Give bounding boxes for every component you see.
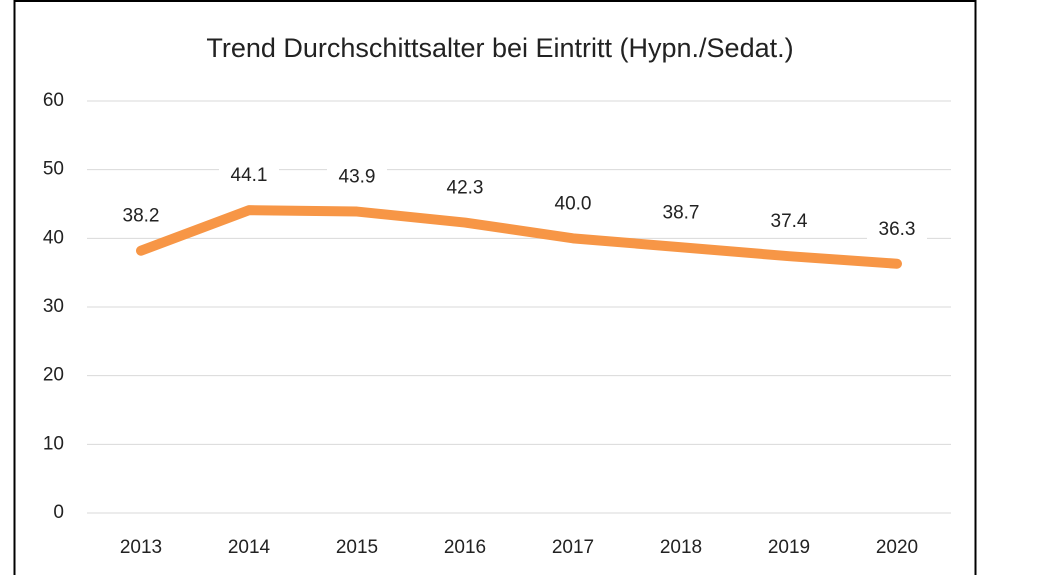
data-label-background (111, 202, 171, 231)
data-label: 44.1 (231, 165, 268, 186)
data-label: 42.3 (447, 178, 484, 199)
data-label: 38.2 (123, 206, 160, 227)
y-tick-label: 50 (43, 159, 64, 180)
x-tick-label: 2020 (876, 537, 918, 558)
data-label-background (543, 190, 603, 219)
data-label-background (327, 163, 387, 192)
y-tick-label: 60 (43, 90, 64, 111)
x-tick-label: 2018 (660, 537, 702, 558)
y-tick-label: 40 (43, 227, 64, 248)
data-label: 37.4 (771, 211, 808, 232)
x-tick-label: 2017 (552, 537, 594, 558)
data-label-background (759, 208, 819, 237)
data-label: 43.9 (339, 167, 376, 188)
y-tick-label: 10 (43, 433, 64, 454)
y-tick-label: 0 (53, 502, 64, 523)
data-label-background (867, 215, 927, 244)
x-tick-label: 2013 (120, 537, 162, 558)
x-tick-label: 2015 (336, 537, 378, 558)
x-tick-label: 2019 (768, 537, 810, 558)
data-label: 36.3 (879, 219, 916, 240)
data-label-background (219, 162, 279, 191)
x-tick-label: 2014 (228, 537, 271, 558)
data-line (136, 205, 902, 269)
y-tick-label: 20 (43, 365, 64, 386)
data-label: 38.7 (663, 202, 700, 223)
x-tick-label: 2016 (444, 537, 486, 558)
data-label-background (651, 199, 711, 228)
data-label: 40.0 (555, 193, 592, 214)
data-label-background (435, 174, 495, 203)
chart-title: Trend Durchschittsalter bei Eintritt (Hy… (206, 33, 793, 63)
y-tick-label: 30 (43, 296, 64, 317)
